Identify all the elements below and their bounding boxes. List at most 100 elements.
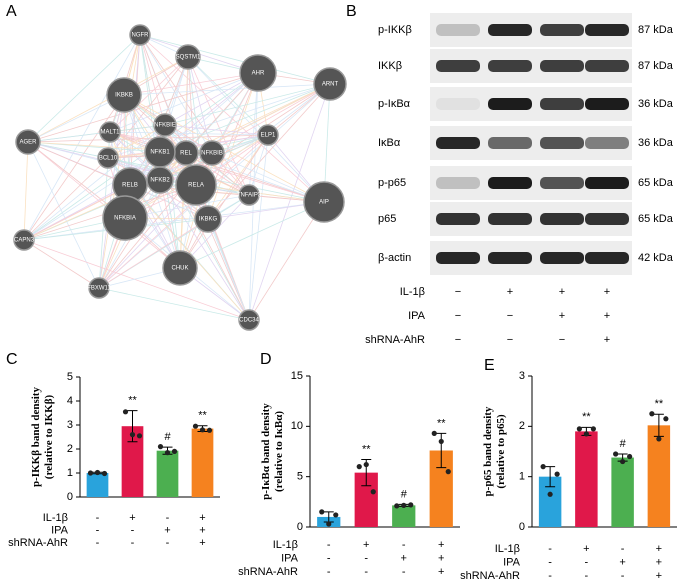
y-tick-label: 2 xyxy=(67,443,73,455)
edge xyxy=(98,56,189,289)
band xyxy=(585,24,629,36)
blot-label: p65 xyxy=(378,213,396,225)
blot-size: 65 kDa xyxy=(638,213,674,225)
y-tick-label: 10 xyxy=(291,420,303,432)
data-point xyxy=(583,431,589,437)
condition-sign: − xyxy=(559,334,565,346)
band xyxy=(436,24,480,36)
data-point xyxy=(394,503,400,509)
condition-sign: - xyxy=(621,570,625,582)
blot-size: 42 kDa xyxy=(638,252,674,264)
edge xyxy=(187,56,197,186)
condition-sign: - xyxy=(131,537,135,549)
edge xyxy=(23,239,250,321)
edge xyxy=(248,83,331,321)
node-circle xyxy=(88,277,110,299)
edge xyxy=(23,201,325,241)
edge xyxy=(207,218,250,321)
bar xyxy=(392,505,416,527)
node-label: CAPN3 xyxy=(14,238,35,244)
edge xyxy=(27,124,166,143)
bar xyxy=(647,425,671,527)
node-circle xyxy=(153,113,177,137)
node-label: ARNT xyxy=(322,82,339,88)
node-circle xyxy=(238,184,260,206)
node: TNFAIP3 xyxy=(237,184,262,206)
condition-sign: - xyxy=(364,566,368,578)
edge xyxy=(179,134,269,269)
node: IKBKG xyxy=(194,205,222,233)
y-tick-label: 3 xyxy=(519,370,525,382)
data-point xyxy=(363,461,369,468)
y-axis-title-line: (relative to p65) xyxy=(495,414,507,489)
band xyxy=(585,177,629,189)
node-label: SQSTM1 xyxy=(176,55,201,61)
panel-label: D xyxy=(260,351,272,368)
blot-size: 87 kDa xyxy=(638,60,674,72)
node-circle xyxy=(238,309,260,331)
node-label: CDC34 xyxy=(239,318,259,324)
edge xyxy=(195,184,325,203)
bar xyxy=(191,428,214,497)
edge xyxy=(27,34,141,143)
condition-sign: - xyxy=(364,552,368,564)
condition-label: IPA xyxy=(51,524,69,536)
condition-label: IL-1β xyxy=(495,543,520,555)
band xyxy=(585,137,629,149)
edge xyxy=(98,134,269,289)
bar xyxy=(538,476,562,527)
edge xyxy=(109,131,269,136)
node-circle xyxy=(162,250,198,286)
data-point xyxy=(164,450,171,456)
data-point xyxy=(333,512,339,518)
y-axis-title-line: (relative to IKKβ) xyxy=(43,394,55,479)
condition-sign: + xyxy=(438,539,444,551)
condition-sign: − xyxy=(507,310,513,322)
data-point xyxy=(620,458,626,465)
band xyxy=(488,98,532,110)
condition-label: shRNA-AhR xyxy=(8,537,68,549)
data-point xyxy=(171,448,178,454)
node-circle xyxy=(106,77,142,113)
condition-sign: + xyxy=(129,512,135,524)
condition-sign: + xyxy=(604,334,610,346)
band xyxy=(488,177,532,189)
edge xyxy=(23,184,131,241)
band xyxy=(436,60,480,72)
condition-sign: + xyxy=(199,512,205,524)
blot-label: p-IκBα xyxy=(378,98,411,110)
edge xyxy=(123,83,331,96)
panel-label: B xyxy=(346,3,357,20)
node-circle xyxy=(97,147,119,169)
condition-sign: + xyxy=(583,543,589,555)
node-circle xyxy=(102,195,148,241)
condition-sign: - xyxy=(96,512,100,524)
edge xyxy=(98,184,197,289)
edge xyxy=(123,72,259,96)
edge xyxy=(159,151,250,321)
blot-size: 87 kDa xyxy=(638,24,674,36)
annotation: # xyxy=(620,438,627,450)
node: NFKBIE xyxy=(153,113,177,137)
node: IKBKB xyxy=(106,77,142,113)
condition-sign: - xyxy=(548,570,552,582)
data-point xyxy=(356,464,362,470)
node: RELA xyxy=(175,164,217,206)
condition-sign: − xyxy=(455,334,461,346)
condition-sign: + xyxy=(656,570,662,582)
node-circle xyxy=(199,140,225,166)
node-label: NFKB2 xyxy=(150,178,170,184)
data-point xyxy=(663,416,669,422)
y-tick-label: 3 xyxy=(67,419,73,431)
y-tick-label: 1 xyxy=(519,471,525,483)
node-label: MALT1 xyxy=(101,130,121,136)
edge xyxy=(164,124,269,136)
node-label: AIP xyxy=(319,200,329,206)
band xyxy=(488,24,532,36)
edge xyxy=(248,201,325,321)
edge xyxy=(159,72,259,153)
node-label: AHR xyxy=(252,71,265,77)
blot-label: β-actin xyxy=(378,252,411,264)
node: NFKB2 xyxy=(146,166,174,194)
node-label: IKBKG xyxy=(199,217,218,223)
